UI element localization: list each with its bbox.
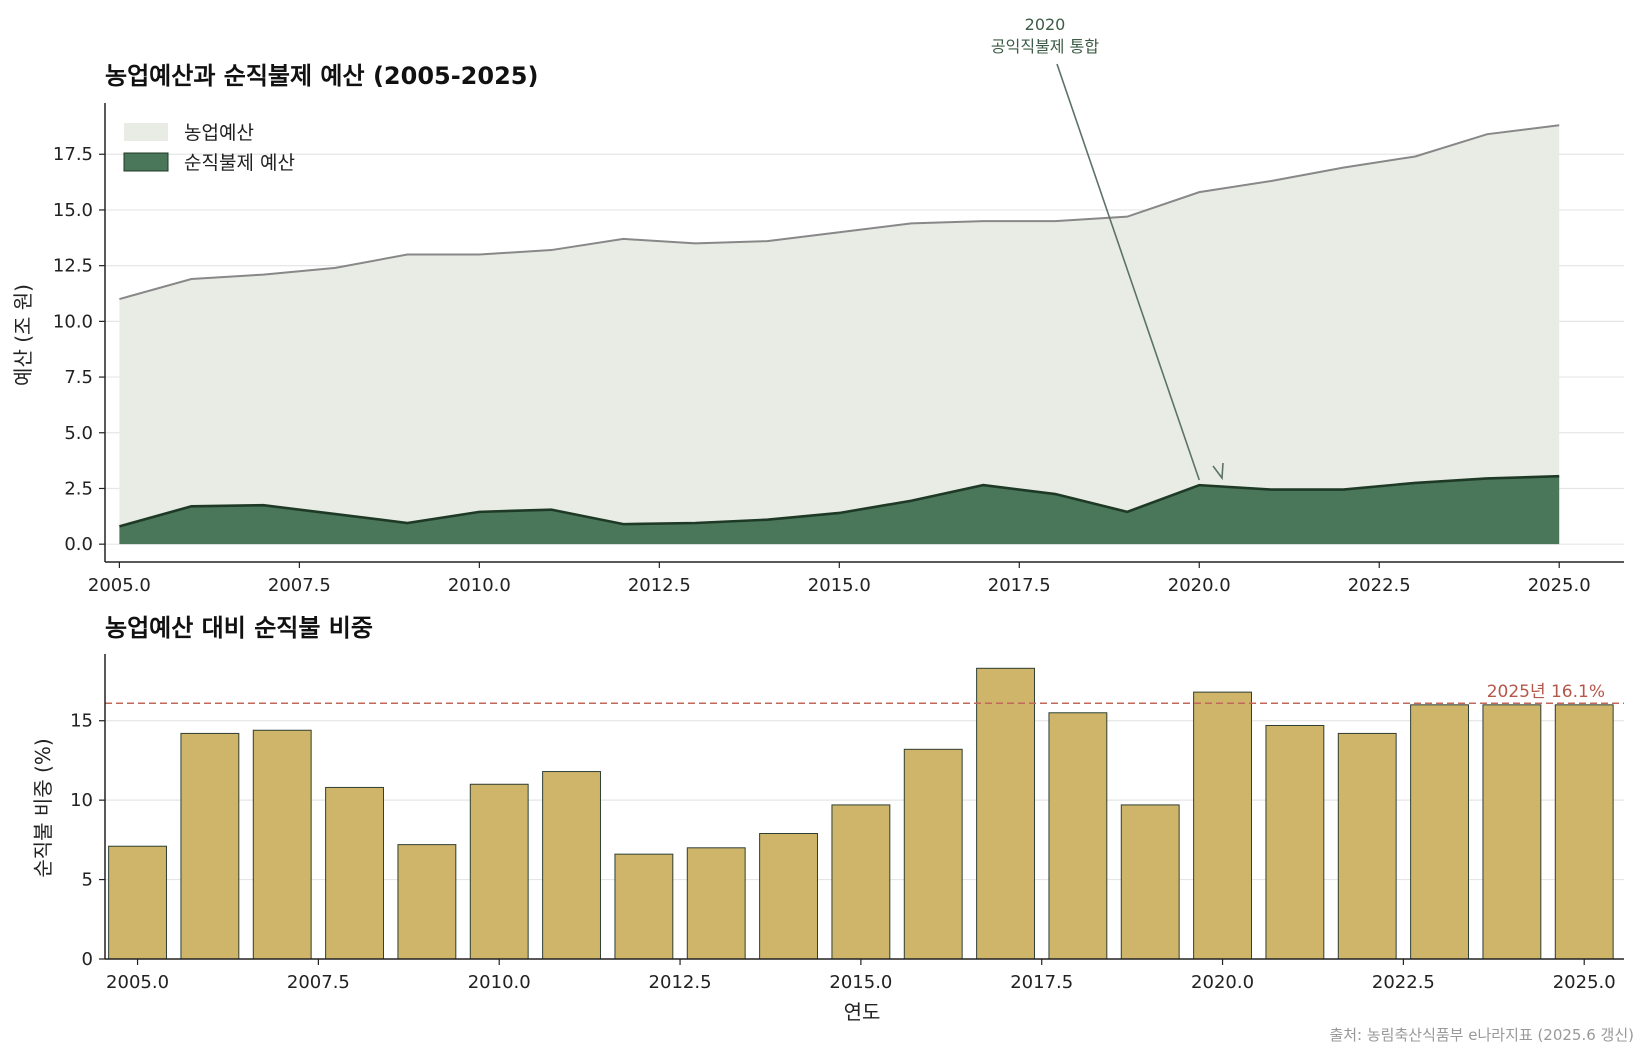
bottom-x-tick-label: 2012.5 xyxy=(649,972,712,993)
legend-label-direct-payment: 순직불제 예산 xyxy=(184,152,295,174)
bottom-x-tick-label: 2020.0 xyxy=(1191,972,1254,993)
series-line-agri-budget xyxy=(119,124,1560,301)
bar-2010 xyxy=(469,783,529,960)
bar-2021 xyxy=(1265,724,1325,960)
reference-line-group: 2025년 16.1% xyxy=(105,682,1624,705)
bottom-bars xyxy=(108,667,1614,960)
bottom-x-tick-label: 2022.5 xyxy=(1372,972,1435,993)
annotation-year: 2020 xyxy=(1025,15,1066,34)
top-legend: 농업예산 순직불제 예산 xyxy=(123,122,295,174)
legend-swatch-direct-payment xyxy=(123,152,169,172)
bottom-y-tick-label: 10 xyxy=(70,790,93,811)
top-x-tick-label: 2020.0 xyxy=(1168,575,1231,596)
bar-2011 xyxy=(542,771,601,960)
bottom-chart-title: 농업예산 대비 순직불 비중 xyxy=(105,614,373,642)
bar-2013 xyxy=(686,847,746,960)
bar-2020 xyxy=(1193,691,1252,960)
top-ticks: 0.0 2.5 5.0 7.5 10.0 12.5 15.0 17.5 2005.0 2007.5… xyxy=(53,144,1591,596)
bar-2009 xyxy=(397,844,457,960)
annotation-arrow-line xyxy=(1056,63,1201,481)
top-axes xyxy=(104,103,1624,563)
bar-2018 xyxy=(1048,712,1108,960)
top-chart-title: 농업예산과 순직불제 예산 (2005-2025) xyxy=(105,62,538,90)
bottom-x-tick-label: 2005.0 xyxy=(106,972,169,993)
area-fill-direct-payment xyxy=(119,476,1560,545)
legend-label-agri-budget: 농업예산 xyxy=(184,122,254,144)
bar-2008 xyxy=(325,786,384,960)
bar-2025 xyxy=(1554,704,1614,960)
bar-2022 xyxy=(1337,732,1397,960)
source-note: 출처: 농림축산식품부 e나라지표 (2025.6 갱신) xyxy=(1329,1026,1634,1044)
bottom-x-tick-label: 2015.0 xyxy=(829,972,892,993)
top-x-tick-label: 2012.5 xyxy=(628,575,691,596)
bar-2015 xyxy=(831,804,891,960)
area-fill-agri-budget xyxy=(119,125,1560,545)
top-y-tick-label: 17.5 xyxy=(53,144,93,165)
bar-2016 xyxy=(903,748,963,960)
bar-2006 xyxy=(180,732,240,960)
top-y-axis-label: 예산 (조 원) xyxy=(11,284,35,386)
bottom-ticks: 0 5 10 15 2005.0 2007.5 2010.0 2012.5 2015.0 2017… xyxy=(70,711,1616,993)
bottom-y-tick-label: 5 xyxy=(82,870,93,891)
bottom-x-axis-label: 연도 xyxy=(844,1000,881,1024)
bar-2007 xyxy=(252,729,312,960)
top-area-layers xyxy=(119,124,1560,545)
legend-swatch-agri-budget xyxy=(124,123,168,141)
series-line-direct-payment xyxy=(119,474,1560,528)
bottom-x-tick-label: 2017.5 xyxy=(1010,972,1073,993)
annotation-arrow-head xyxy=(1212,462,1224,481)
bottom-x-tick-label: 2010.0 xyxy=(468,972,531,993)
bar-2024 xyxy=(1482,704,1542,960)
top-y-tick-label: 5.0 xyxy=(64,423,93,444)
top-x-tick-label: 2010.0 xyxy=(448,575,511,596)
top-y-tick-label: 12.5 xyxy=(53,256,93,277)
top-y-tick-label: 7.5 xyxy=(64,367,93,388)
top-x-tick-label: 2025.0 xyxy=(1528,575,1591,596)
reference-line-label: 2025년 16.1% xyxy=(1487,682,1605,702)
annotation-2020: 2020 공익직불제 통합 xyxy=(991,15,1224,481)
bar-2012 xyxy=(614,853,674,960)
top-x-tick-label: 2005.0 xyxy=(88,575,151,596)
bar-2014 xyxy=(759,833,818,960)
bar-2017 xyxy=(976,667,1035,960)
top-y-tick-label: 2.5 xyxy=(64,478,93,499)
bottom-y-tick-label: 0 xyxy=(82,949,93,970)
share-bar-chart: 2025년 16.1% 0 5 10 15 2005.0 2007.5 2010.0 2012… xyxy=(31,614,1624,1024)
bottom-y-axis-label: 순직불 비중 (%) xyxy=(31,738,55,877)
budget-area-chart: 0.0 2.5 5.0 7.5 10.0 12.5 15.0 17.5 2005.0 2007.5… xyxy=(11,15,1624,596)
bar-2023 xyxy=(1410,704,1469,960)
top-x-tick-label: 2015.0 xyxy=(808,575,871,596)
bottom-y-tick-label: 15 xyxy=(70,711,93,732)
top-y-tick-label: 15.0 xyxy=(53,200,93,221)
bar-2019 xyxy=(1120,804,1180,960)
top-x-tick-label: 2022.5 xyxy=(1348,575,1411,596)
top-y-tick-label: 0.0 xyxy=(64,534,93,555)
top-x-tick-label: 2017.5 xyxy=(988,575,1051,596)
annotation-text: 공익직불제 통합 xyxy=(991,37,1099,56)
bar-2005 xyxy=(108,845,167,960)
top-x-tick-label: 2007.5 xyxy=(268,575,331,596)
bottom-x-tick-label: 2025.0 xyxy=(1553,972,1616,993)
bottom-axes xyxy=(104,654,1624,960)
top-y-tick-label: 10.0 xyxy=(53,311,93,332)
bottom-x-tick-label: 2007.5 xyxy=(287,972,350,993)
